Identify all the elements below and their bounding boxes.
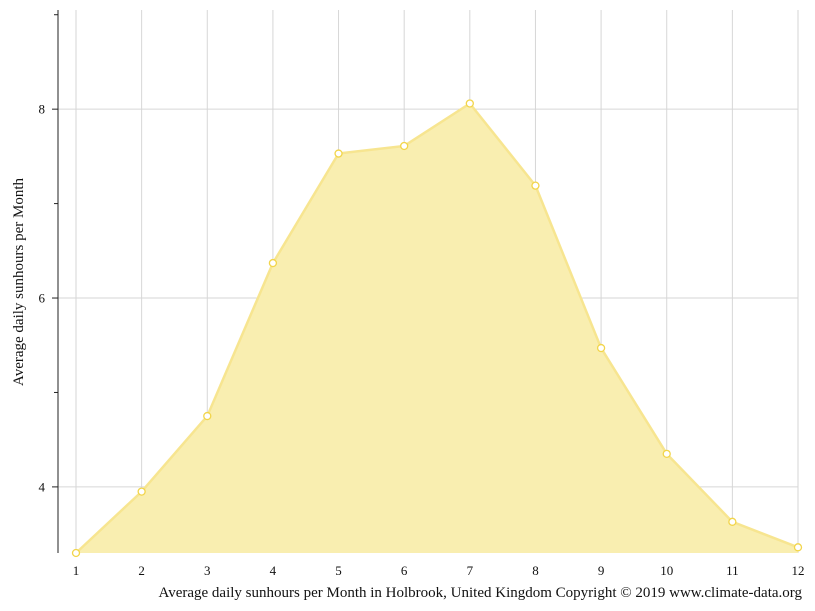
x-tick-label-8: 8 [532, 563, 539, 578]
chart-caption: Average daily sunhours per Month in Holb… [158, 585, 802, 601]
series-area-fill [76, 103, 798, 554]
data-point-month-8 [531, 181, 540, 190]
x-tick-label-4: 4 [270, 563, 277, 578]
x-tick-label-6: 6 [401, 563, 408, 578]
x-tick-label-12: 12 [792, 563, 805, 578]
marker-layer [71, 99, 803, 558]
data-point-month-10 [662, 449, 671, 458]
y-tick-label-8: 8 [39, 102, 46, 117]
y-axis-title: Average daily sunhours per Month [11, 178, 27, 387]
x-tick-label-2: 2 [138, 563, 145, 578]
x-tick-label-7: 7 [467, 563, 474, 578]
data-point-month-11 [728, 517, 737, 526]
x-tick-label-11: 11 [726, 563, 739, 578]
y-tick-label-6: 6 [39, 291, 46, 306]
series-line [75, 102, 799, 554]
data-point-month-12 [793, 543, 803, 552]
x-tick-label-5: 5 [335, 563, 342, 578]
data-point-month-6 [400, 141, 409, 151]
data-point-month-9 [596, 343, 606, 353]
data-point-month-5 [334, 149, 343, 158]
data-point-month-3 [203, 411, 212, 421]
y-tick-label-4: 4 [39, 479, 46, 494]
x-tick-label-9: 9 [598, 563, 605, 578]
data-point-month-1 [71, 548, 81, 558]
data-point-month-4 [268, 258, 278, 268]
axis-layer [52, 10, 59, 553]
data-point-month-7 [465, 99, 474, 108]
x-tick-label-3: 3 [204, 563, 211, 578]
area-layer [75, 102, 799, 554]
x-tick-label-1: 1 [73, 563, 80, 578]
data-point-month-2 [137, 487, 146, 496]
x-tick-label-10: 10 [660, 563, 673, 578]
